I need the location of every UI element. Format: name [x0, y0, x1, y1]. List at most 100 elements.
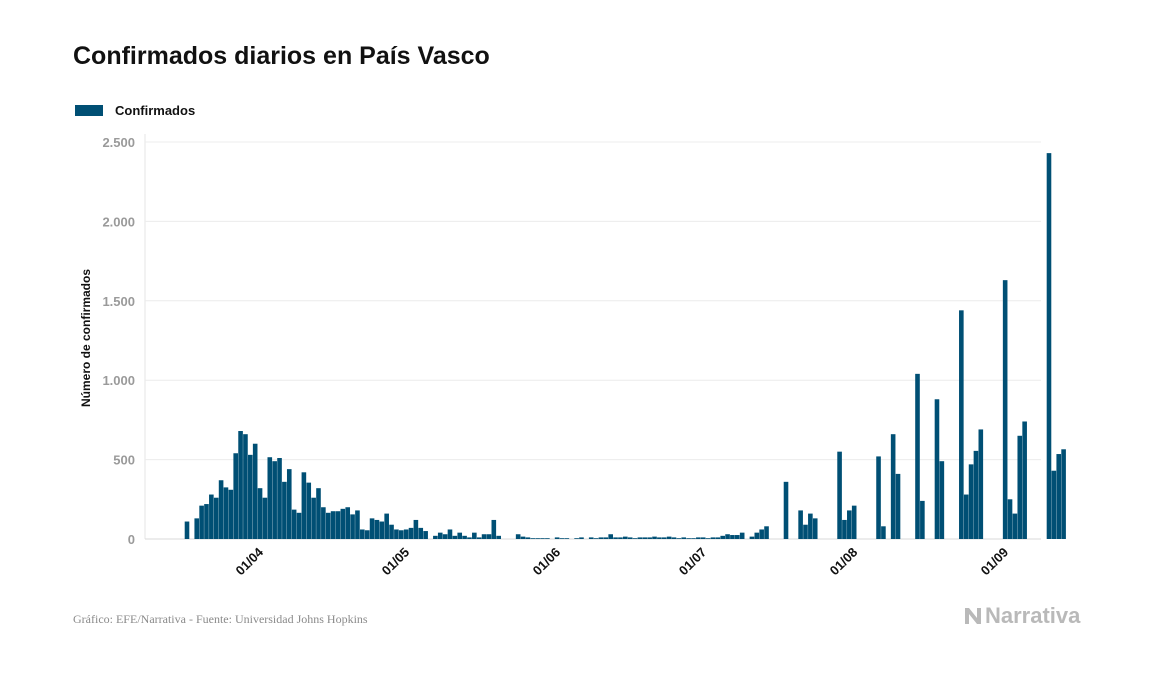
bar [199, 505, 204, 539]
bar [364, 530, 370, 539]
y-tick-label: 500 [113, 453, 135, 468]
bar [233, 453, 238, 539]
bar [535, 538, 540, 539]
bar [803, 524, 808, 539]
bar [627, 537, 633, 539]
bar [486, 534, 492, 539]
bar [574, 538, 579, 539]
bar [321, 507, 326, 539]
bar [272, 461, 277, 539]
bar [696, 537, 701, 539]
bar [545, 538, 550, 539]
brand-name: Narrativa [985, 603, 1081, 628]
bar [296, 512, 302, 539]
bar [345, 507, 351, 539]
bar [452, 535, 458, 539]
bar [442, 534, 448, 539]
bar [213, 497, 219, 539]
bar [286, 469, 292, 539]
bar [915, 373, 920, 539]
bar [764, 526, 769, 539]
bar [540, 538, 545, 539]
x-tick-label: 01/05 [379, 545, 413, 579]
bar [613, 537, 618, 539]
x-tick-label: 01/08 [827, 545, 861, 579]
bar [783, 481, 789, 539]
bar [603, 537, 609, 539]
bar [837, 451, 842, 539]
bar [691, 538, 696, 539]
bar [228, 489, 234, 539]
y-tick-label: 2.500 [102, 135, 135, 150]
bar [209, 494, 214, 539]
y-tick-label: 1.000 [102, 373, 135, 388]
bar [520, 536, 526, 539]
bar [379, 521, 385, 539]
bar [725, 534, 730, 539]
bar [316, 488, 321, 539]
bar [808, 513, 813, 539]
bar [730, 535, 735, 539]
x-tick-label: 01/09 [978, 545, 1012, 579]
bar [715, 537, 721, 539]
bar [652, 536, 657, 539]
bar [1056, 454, 1062, 539]
legend-swatch [75, 105, 103, 116]
bar [306, 482, 312, 539]
bar [262, 497, 268, 539]
bar [355, 510, 360, 539]
y-axis-label: Número de confirmados [79, 269, 93, 407]
bar [593, 538, 599, 539]
bar [204, 504, 209, 539]
bar [462, 535, 467, 539]
bar [398, 530, 404, 539]
x-axis-ticks: 01/04 01/05 01/06 01/07 01/08 01/09 [233, 544, 1012, 578]
bar [335, 511, 341, 539]
bar [252, 443, 258, 539]
y-tick-label: 0 [128, 532, 135, 547]
y-tick-label: 1.500 [102, 294, 135, 309]
bar [686, 538, 691, 539]
x-tick-label: 01/06 [530, 545, 564, 579]
bar [598, 537, 604, 539]
x-tick-label: 01/04 [233, 544, 267, 578]
bar [847, 510, 852, 539]
bar [749, 536, 755, 539]
bar [515, 534, 521, 539]
bar [637, 537, 643, 539]
bar [657, 537, 662, 539]
bar [525, 537, 531, 539]
bar [1046, 153, 1052, 539]
bar [1017, 435, 1023, 539]
bar [389, 524, 394, 539]
bar [939, 461, 945, 539]
bar [934, 399, 940, 539]
bar [238, 431, 243, 539]
bar [384, 513, 389, 539]
brand-logo: Narrativa [963, 603, 1080, 629]
bar [608, 534, 613, 539]
bar [374, 519, 380, 539]
bar [184, 521, 190, 539]
bar [661, 537, 667, 539]
bar [301, 472, 307, 539]
bar [710, 537, 716, 539]
bar [642, 537, 648, 539]
bar [433, 535, 438, 539]
bar [243, 434, 248, 539]
bar [530, 538, 536, 539]
bar [408, 527, 414, 539]
bar [959, 310, 964, 539]
legend-label: Confirmados [115, 103, 196, 118]
bar [554, 537, 560, 539]
bar [963, 494, 969, 539]
bar [1061, 449, 1066, 539]
bar [311, 497, 316, 539]
bar [340, 508, 346, 539]
bar [618, 537, 623, 539]
bar [588, 537, 594, 539]
bar [248, 454, 253, 539]
bar [330, 511, 336, 539]
bar [1007, 499, 1013, 539]
bar [267, 457, 273, 539]
